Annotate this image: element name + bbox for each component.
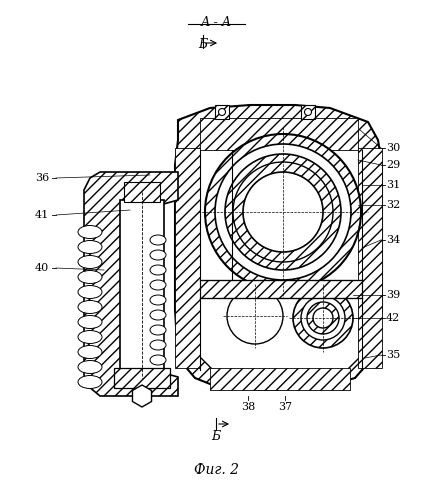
Circle shape: [313, 308, 333, 328]
Text: 39: 39: [386, 290, 400, 300]
Ellipse shape: [78, 360, 102, 373]
Circle shape: [227, 288, 283, 344]
Text: 29: 29: [386, 160, 400, 170]
Text: 36: 36: [35, 173, 49, 183]
Circle shape: [304, 108, 311, 115]
Polygon shape: [196, 148, 362, 372]
Circle shape: [243, 172, 323, 252]
Text: 34: 34: [386, 235, 400, 245]
Polygon shape: [132, 385, 152, 407]
Ellipse shape: [78, 255, 102, 268]
Text: Б: Б: [198, 38, 207, 51]
Text: А - А: А - А: [200, 16, 232, 29]
Circle shape: [233, 162, 333, 262]
Text: 41: 41: [35, 210, 49, 220]
Ellipse shape: [78, 226, 102, 239]
Text: Фиг. 2: Фиг. 2: [194, 463, 239, 477]
Ellipse shape: [150, 340, 166, 350]
Ellipse shape: [150, 235, 166, 245]
Polygon shape: [358, 148, 382, 368]
Text: 37: 37: [278, 402, 292, 412]
Ellipse shape: [150, 295, 166, 305]
Ellipse shape: [150, 250, 166, 260]
Polygon shape: [175, 105, 382, 390]
Ellipse shape: [150, 355, 166, 365]
Bar: [215, 105, 229, 119]
Text: 40: 40: [35, 263, 49, 273]
Ellipse shape: [78, 376, 102, 389]
Text: 30: 30: [386, 143, 400, 153]
Text: 31: 31: [386, 180, 400, 190]
Ellipse shape: [150, 280, 166, 290]
Polygon shape: [84, 172, 178, 396]
Ellipse shape: [78, 270, 102, 283]
Polygon shape: [200, 118, 358, 150]
Text: 38: 38: [241, 402, 255, 412]
Circle shape: [205, 134, 361, 290]
Polygon shape: [200, 280, 362, 298]
Polygon shape: [124, 182, 160, 202]
Polygon shape: [210, 368, 350, 390]
Ellipse shape: [78, 285, 102, 298]
Ellipse shape: [78, 315, 102, 328]
Ellipse shape: [150, 325, 166, 335]
Polygon shape: [175, 148, 200, 368]
Circle shape: [293, 288, 353, 348]
Ellipse shape: [78, 330, 102, 343]
Circle shape: [225, 154, 341, 270]
Text: 32: 32: [386, 200, 400, 210]
Ellipse shape: [78, 241, 102, 253]
Ellipse shape: [78, 345, 102, 358]
Text: 42: 42: [386, 313, 400, 323]
Polygon shape: [114, 368, 170, 388]
Bar: [120, 200, 164, 370]
Text: 35: 35: [386, 350, 400, 360]
Bar: [301, 105, 315, 119]
Ellipse shape: [78, 300, 102, 313]
Circle shape: [219, 108, 226, 115]
Ellipse shape: [150, 265, 166, 275]
Ellipse shape: [150, 310, 166, 320]
Circle shape: [215, 144, 351, 280]
Text: Б: Б: [211, 430, 220, 443]
Circle shape: [307, 302, 339, 334]
Circle shape: [301, 296, 345, 340]
